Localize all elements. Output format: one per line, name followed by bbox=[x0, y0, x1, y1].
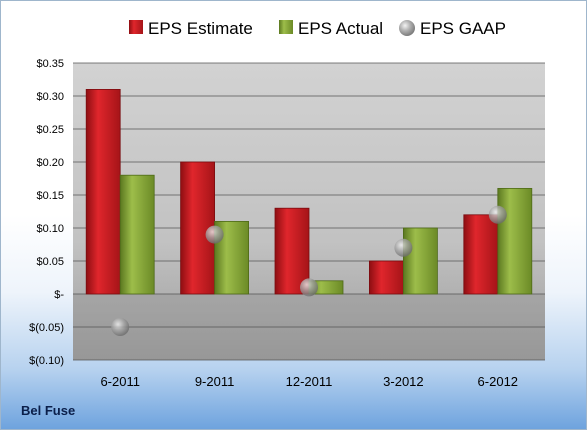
bar-eps-actual bbox=[497, 187, 533, 295]
y-tick-label: $- bbox=[54, 289, 64, 301]
y-axis: $0.35 $0.30 $0.25 $0.20 $0.15 $0.10 $0.05 $- $(0… bbox=[29, 58, 64, 367]
y-tick-label: $0.25 bbox=[36, 124, 64, 136]
legend-marker-eps-gaap bbox=[399, 20, 415, 36]
legend-label-eps-gaap: EPS GAAP bbox=[420, 19, 506, 38]
point-eps-gaap bbox=[394, 238, 413, 257]
point-eps-gaap bbox=[488, 205, 507, 224]
point-eps-gaap bbox=[111, 318, 130, 336]
legend-swatch-eps-estimate bbox=[129, 20, 143, 34]
y-tick-label: $0.05 bbox=[36, 256, 64, 268]
point-eps-gaap bbox=[205, 225, 224, 244]
y-tick-label: $0.30 bbox=[36, 91, 64, 103]
bar-eps-estimate bbox=[463, 214, 499, 295]
bar-eps-estimate bbox=[85, 89, 121, 295]
company-name: Bel Fuse bbox=[21, 403, 75, 418]
legend-label-eps-estimate: EPS Estimate bbox=[148, 19, 253, 38]
bar-eps-estimate bbox=[368, 260, 404, 295]
y-tick-label: $(0.10) bbox=[29, 355, 64, 367]
legend-label-eps-actual: EPS Actual bbox=[298, 19, 383, 38]
bar-eps-actual bbox=[119, 174, 155, 295]
bar-eps-estimate bbox=[274, 207, 310, 295]
bar-eps-actual bbox=[402, 227, 438, 295]
y-tick-label: $0.35 bbox=[36, 58, 64, 70]
x-axis: 6-2011 9-2011 12-2011 3-2012 6-2012 bbox=[100, 374, 518, 389]
x-tick-label: 6-2012 bbox=[478, 374, 518, 389]
gaap-points bbox=[111, 205, 507, 336]
x-tick-label: 12-2011 bbox=[286, 374, 333, 389]
y-tick-label: $(0.05) bbox=[29, 322, 64, 334]
x-tick-label: 9-2011 bbox=[195, 374, 235, 389]
legend: EPS Estimate EPS Actual EPS GAAP bbox=[129, 19, 506, 38]
point-eps-gaap bbox=[300, 278, 318, 297]
bars bbox=[85, 89, 533, 295]
y-tick-label: $0.20 bbox=[36, 157, 64, 169]
y-tick-label: $0.15 bbox=[36, 190, 64, 202]
legend-swatch-eps-actual bbox=[279, 20, 293, 34]
x-tick-label: 6-2011 bbox=[100, 374, 140, 389]
y-tick-label: $0.10 bbox=[36, 223, 64, 235]
x-tick-label: 3-2012 bbox=[383, 374, 423, 389]
